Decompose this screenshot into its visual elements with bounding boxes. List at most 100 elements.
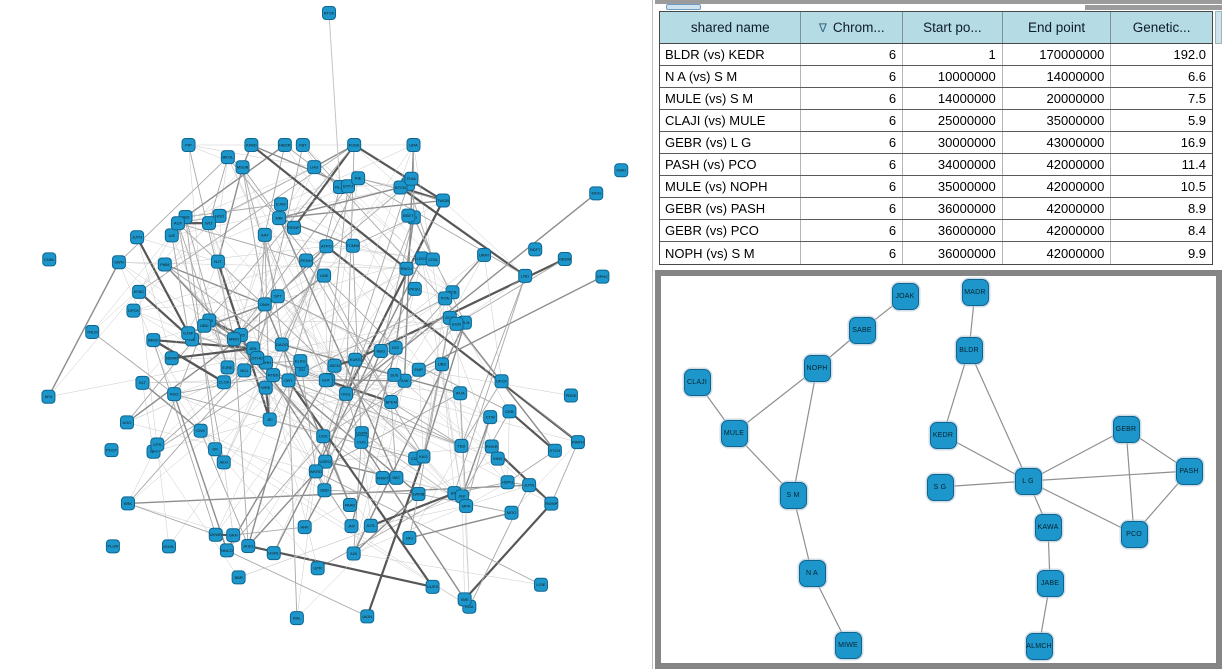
network-node[interactable]	[104, 443, 119, 458]
network-node[interactable]	[360, 609, 375, 624]
network-node[interactable]	[130, 230, 145, 245]
network-node[interactable]	[411, 362, 426, 377]
network-node[interactable]	[266, 368, 281, 383]
network-node[interactable]	[266, 546, 281, 561]
network-node[interactable]	[120, 496, 135, 511]
overview-network-panel[interactable]: RLJRUKWRTWGBEJIWPIONFIRWFHHOOBKOLHFJBIUT…	[0, 0, 650, 669]
network-node[interactable]	[339, 386, 354, 401]
network-node-sabe[interactable]: SABE	[848, 316, 876, 344]
scrollbar-thumb-fragment[interactable]	[666, 4, 701, 10]
network-node[interactable]	[297, 520, 312, 535]
network-node[interactable]	[434, 357, 449, 372]
network-node[interactable]	[208, 442, 223, 457]
network-node[interactable]	[132, 284, 147, 299]
network-node[interactable]	[307, 160, 322, 175]
network-node[interactable]	[348, 352, 363, 367]
network-node[interactable]	[327, 358, 342, 373]
network-node[interactable]	[308, 464, 323, 479]
network-node[interactable]	[216, 375, 231, 390]
network-node[interactable]	[193, 423, 208, 438]
network-node-sm[interactable]: S M	[779, 481, 807, 509]
network-node[interactable]	[257, 227, 272, 242]
network-node[interactable]	[490, 451, 505, 466]
network-node[interactable]	[407, 281, 422, 296]
network-node-sg[interactable]: S G	[926, 473, 954, 501]
network-node[interactable]	[227, 332, 242, 347]
filter-icon[interactable]: ∇	[818, 20, 827, 35]
table-row[interactable]: BLDR (vs) KEDR 6 1 170000000 192.0	[660, 44, 1212, 66]
network-node-kedr[interactable]: KEDR	[929, 421, 957, 449]
network-node[interactable]	[310, 561, 325, 576]
network-node-kawa[interactable]: KAWA	[1034, 513, 1062, 541]
column-header-shared-name[interactable]: shared name	[660, 12, 802, 43]
network-node[interactable]	[181, 326, 196, 341]
network-node[interactable]	[231, 570, 246, 585]
table-row[interactable]: NOPH (vs) S M 6 36000000 42000000 9.9	[660, 242, 1212, 264]
network-node[interactable]	[389, 470, 404, 485]
network-node[interactable]	[146, 333, 161, 348]
network-node-noph[interactable]: NOPH	[803, 354, 831, 382]
network-node[interactable]	[425, 579, 440, 594]
network-node[interactable]	[504, 505, 519, 520]
network-node[interactable]	[208, 527, 223, 542]
network-node[interactable]	[343, 497, 358, 512]
network-node[interactable]	[500, 475, 515, 490]
table-row[interactable]: MULE (vs) NOPH 6 35000000 42000000 10.5	[660, 176, 1212, 198]
network-node[interactable]	[197, 318, 212, 333]
network-node[interactable]	[281, 373, 296, 388]
network-node[interactable]	[322, 6, 336, 20]
network-node[interactable]	[449, 316, 464, 331]
network-node[interactable]	[126, 303, 141, 318]
network-node[interactable]	[317, 268, 332, 283]
network-node[interactable]	[41, 389, 56, 404]
network-node[interactable]	[250, 351, 265, 366]
network-node[interactable]	[406, 138, 421, 152]
network-node[interactable]	[384, 395, 399, 410]
network-node[interactable]	[167, 387, 182, 402]
network-node[interactable]	[274, 197, 289, 212]
network-node-mule[interactable]: MULE	[720, 419, 748, 447]
network-node[interactable]	[212, 208, 227, 223]
network-node-pash[interactable]: PASH	[1175, 457, 1203, 485]
network-node-lg[interactable]: L G	[1014, 467, 1042, 495]
table-row[interactable]: CLAJI (vs) MULE 6 25000000 35000000 5.9	[660, 110, 1212, 132]
network-node[interactable]	[220, 360, 235, 375]
network-node[interactable]	[295, 138, 310, 152]
network-node[interactable]	[544, 496, 559, 511]
network-node[interactable]	[111, 255, 126, 270]
network-node[interactable]	[42, 252, 57, 267]
network-node-miwe[interactable]: MIWE	[834, 631, 862, 659]
network-node[interactable]	[402, 530, 417, 545]
network-node[interactable]	[363, 518, 378, 533]
network-node[interactable]	[202, 216, 217, 231]
network-node[interactable]	[289, 611, 304, 626]
network-node-pco[interactable]: PCO	[1120, 520, 1148, 548]
network-node[interactable]	[257, 297, 272, 312]
network-node[interactable]	[237, 363, 252, 378]
network-node[interactable]	[518, 268, 533, 283]
network-node[interactable]	[425, 252, 440, 267]
network-node[interactable]	[388, 340, 403, 355]
selected-network-panel[interactable]: JOAK MADR SABE BLDR NOPH CLAJI KEDR MULE GEBR L G…	[655, 270, 1222, 669]
network-node[interactable]	[528, 242, 543, 257]
network-node[interactable]	[375, 470, 390, 485]
network-node[interactable]	[181, 138, 196, 152]
network-node[interactable]	[241, 539, 256, 554]
network-node[interactable]	[317, 483, 332, 498]
scrollbar-track-fragment[interactable]	[1215, 11, 1222, 44]
network-node[interactable]	[220, 150, 235, 165]
network-node-jabe[interactable]: JABE	[1036, 569, 1064, 597]
overview-network-canvas[interactable]: RLJRUKWRTWGBEJIWPIONFIRWFHHOOBKOLHFJBIUT…	[0, 0, 650, 669]
network-node[interactable]	[533, 577, 548, 592]
network-node[interactable]	[354, 434, 369, 449]
network-node[interactable]	[210, 254, 225, 269]
network-node[interactable]	[351, 171, 366, 186]
network-node[interactable]	[262, 412, 277, 427]
network-node[interactable]	[316, 429, 331, 444]
network-node[interactable]	[454, 438, 469, 453]
network-node[interactable]	[416, 449, 431, 464]
table-row[interactable]: GEBR (vs) PCO 6 36000000 42000000 8.4	[660, 220, 1212, 242]
network-node[interactable]	[161, 539, 176, 554]
network-node[interactable]	[411, 486, 426, 501]
network-node[interactable]	[404, 171, 419, 186]
